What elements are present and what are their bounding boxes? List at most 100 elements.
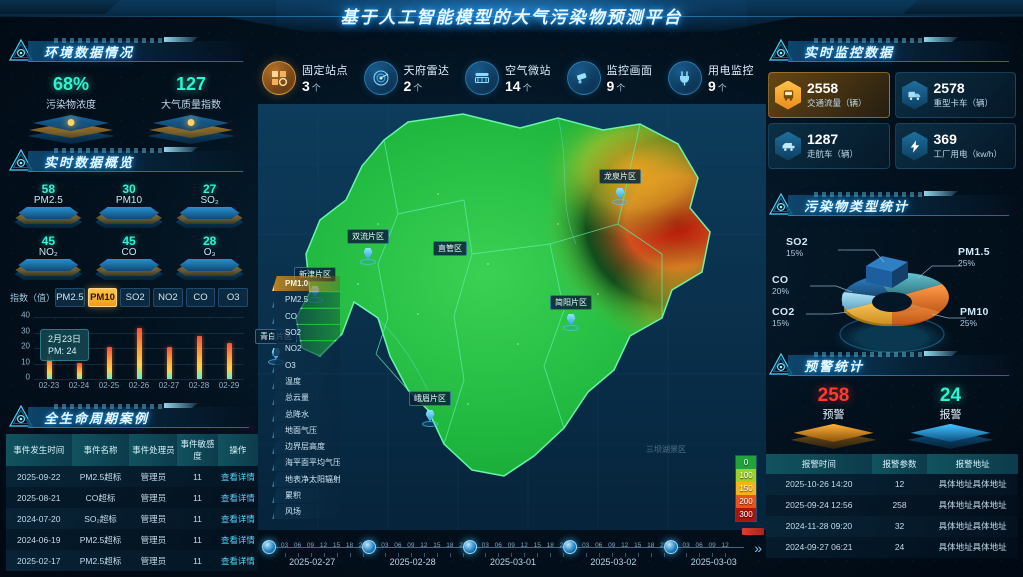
pollutant-name: PM10: [115, 195, 143, 206]
timeline-handle[interactable]: [563, 540, 578, 554]
chart-bar-column[interactable]: [184, 317, 214, 379]
env-label: 大气质量指数: [161, 100, 221, 111]
map-layer-item[interactable]: 地面气压: [272, 422, 340, 438]
timeline-handle[interactable]: [462, 540, 477, 554]
tab-pm10[interactable]: PM10: [87, 288, 118, 307]
pollution-heatmap[interactable]: [258, 104, 766, 530]
map-layer-item[interactable]: NO2: [272, 341, 340, 357]
map-region-label[interactable]: 直管区: [433, 241, 467, 256]
case-action[interactable]: 查看详情: [220, 555, 255, 566]
monitor-card-power[interactable]: 369 工厂用电（kw/h）: [894, 123, 1016, 169]
chart-bar[interactable]: [166, 347, 172, 379]
timeline-date-label: 2025-03-03: [690, 557, 737, 567]
table-row[interactable]: 2025-09-24 12:56 258 具体地址具体地址: [766, 494, 1018, 516]
case-name: PM2.5超标: [79, 555, 122, 566]
map-pin-icon[interactable]: [422, 410, 438, 427]
time-slider[interactable]: » 030609121518212025-02-2703060912151821…: [262, 528, 764, 574]
timeline-segment[interactable]: 030609121518212025-03-01: [462, 534, 567, 574]
timeline-handle[interactable]: [262, 540, 276, 554]
chart-bar[interactable]: [76, 362, 82, 379]
map-layer-item[interactable]: 地表净太阳辐射: [272, 471, 340, 487]
map-layer-item[interactable]: SO2: [272, 324, 340, 341]
chart-bar-column[interactable]: [34, 317, 64, 379]
map-region-label[interactable]: 龙泉片区: [599, 169, 641, 184]
table-row[interactable]: 2024-09-27 06:21 24 具体地址具体地址: [766, 536, 1018, 558]
timeline-segment[interactable]: 03 06 09 12 2025-03-03: [663, 534, 764, 574]
monitor-card-truck[interactable]: 2578 重型卡车（辆）: [894, 72, 1016, 118]
chart-tooltip: 2月23日 PM: 24: [40, 329, 90, 362]
case-action[interactable]: 查看详情: [220, 534, 255, 545]
map-layer-item[interactable]: PM1.0: [272, 276, 340, 292]
map-color-legend: 0 100 150 200 300: [735, 455, 757, 522]
map-layer-item[interactable]: 边界层高度: [272, 438, 340, 455]
chart-bar-column[interactable]: [94, 317, 124, 379]
chart-bar-column[interactable]: [124, 317, 154, 379]
map-region-label[interactable]: 双流片区: [347, 229, 389, 244]
case-action[interactable]: 查看详情: [220, 513, 255, 524]
map-layer-item[interactable]: 海平面平均气压: [272, 455, 340, 471]
metric-microstation[interactable]: 空气微站 14 个: [465, 61, 551, 95]
map-container[interactable]: 龙泉片区双流片区直管区新津片区简阳片区青白片区峨眉片区 三坝湖景区: [255, 104, 766, 530]
table-row[interactable]: 2025-08-21 CO超标 管理员 11 查看详情: [6, 487, 258, 508]
timeline-segment[interactable]: 030609121518212025-02-28: [362, 534, 467, 574]
table-row[interactable]: 2025-09-22 PM2.5超标 管理员 11 查看详情: [6, 466, 258, 487]
timeline-segment[interactable]: 030609121518212025-03-02: [563, 534, 667, 574]
map-pin-icon[interactable]: [563, 314, 579, 331]
map-layer-item[interactable]: O3: [272, 357, 340, 373]
map-pin-icon[interactable]: [360, 248, 376, 265]
tab-co[interactable]: CO: [185, 288, 216, 307]
case-action[interactable]: 查看详情: [220, 492, 255, 503]
chart-bar[interactable]: [136, 327, 142, 379]
table-row[interactable]: 2024-11-28 09:20 32 具体地址具体地址: [766, 515, 1018, 537]
map-layer-list[interactable]: PM1.0 PM2.5 CO SO2 NO2 O3 温度 总云量 总降水 地面气压 边界层高度 海平面…: [272, 276, 340, 520]
alarm-time: 2024-09-27 06:21: [785, 542, 853, 553]
table-row[interactable]: 2024-07-20 SO₂超标 管理员 11 查看详情: [6, 508, 258, 529]
map-layer-item[interactable]: 总云量: [272, 390, 340, 406]
case-action[interactable]: 查看详情: [220, 471, 255, 482]
chart-bar[interactable]: [196, 335, 202, 379]
chart-bar-column[interactable]: [154, 317, 184, 379]
chart-bar-column[interactable]: [214, 317, 244, 379]
tab-o3[interactable]: O3: [218, 288, 249, 307]
map-layer-item[interactable]: 风场: [272, 504, 340, 520]
timeline-hour-tick: 06: [391, 542, 404, 557]
alarm-param: 258: [892, 500, 907, 511]
monitor-card-van[interactable]: 1287 走航车（辆）: [768, 123, 890, 169]
timeline-hour-tick: 06: [291, 542, 304, 557]
map-layer-item[interactable]: 温度: [272, 373, 340, 390]
map-layer-item[interactable]: PM2.5: [272, 292, 340, 308]
map-layer-item[interactable]: 总降水: [272, 406, 340, 422]
tab-pm25[interactable]: PM2.5: [55, 288, 85, 307]
timeline-handle[interactable]: [663, 540, 678, 554]
timeline-date-label: 2025-03-01: [489, 557, 537, 567]
map-region-label[interactable]: 峨眉片区: [409, 391, 451, 406]
metric-unit: 个: [717, 83, 727, 93]
chart-bar-column[interactable]: [64, 317, 94, 379]
chart-bar[interactable]: [226, 343, 232, 379]
map-pin-icon[interactable]: [612, 188, 628, 205]
tab-no2[interactable]: NO2: [153, 288, 183, 307]
table-row[interactable]: 2025-10-26 14:20 12 具体地址具体地址: [766, 473, 1018, 495]
map-layer-item[interactable]: 累积: [272, 487, 340, 504]
table-row[interactable]: 2025-02-17 PM2.5超标 管理员 11 查看详情: [6, 550, 258, 571]
monitor-card-traffic[interactable]: 2558 交通流量（辆）: [768, 72, 890, 118]
timeline-segment[interactable]: 030609121518212025-02-27: [262, 534, 366, 574]
timeline-hour-tick: 09: [404, 542, 417, 557]
timeline-forward-icon[interactable]: »: [754, 540, 762, 556]
map-region-label[interactable]: 简阳片区: [550, 295, 592, 310]
triangle-badge-icon: [768, 352, 794, 375]
table-row[interactable]: 2024-06-19 PM2.5超标 管理员 11 查看详情: [6, 529, 258, 550]
chart-bar[interactable]: [106, 347, 112, 379]
chart-bar[interactable]: [46, 355, 52, 379]
radar-icon: [363, 61, 398, 95]
tab-so2[interactable]: SO2: [120, 288, 151, 307]
timeline-handle[interactable]: [362, 540, 377, 554]
pollutant-name: SO₂: [200, 195, 219, 206]
chart-x-tick: 02-28: [188, 381, 210, 390]
map-layer-item[interactable]: CO: [272, 308, 340, 324]
legend-cell: 150: [736, 482, 756, 495]
